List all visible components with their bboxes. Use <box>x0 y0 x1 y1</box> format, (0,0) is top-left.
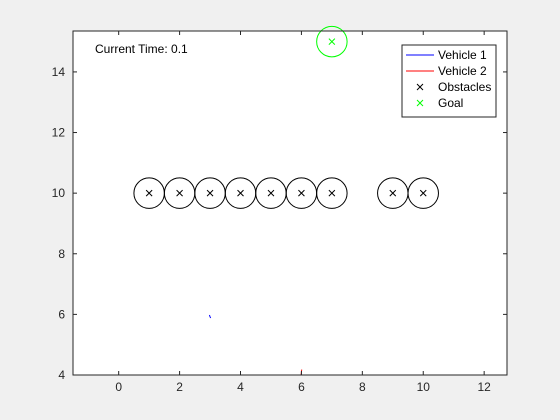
x-tick-label: 2 <box>176 380 183 394</box>
marker-stroke <box>237 189 244 197</box>
obstacle-circle <box>316 177 348 209</box>
obstacle-marker <box>298 189 305 197</box>
y-tick-label: 12 <box>52 126 66 140</box>
y-tick-label: 14 <box>52 65 66 79</box>
series-line-vehicle-1 <box>208 314 212 319</box>
legend-swatch-marker <box>416 83 424 91</box>
marker-stroke <box>416 99 424 107</box>
marker-stroke <box>328 189 336 197</box>
legend-label: Goal <box>438 96 463 110</box>
goal-circle <box>316 25 348 58</box>
obstacle-circle <box>407 177 439 209</box>
x-tick-label: 10 <box>417 380 431 394</box>
marker-stroke <box>328 38 336 45</box>
obstacle-marker <box>176 189 183 197</box>
y-tick-label: 8 <box>58 247 65 261</box>
obstacle-marker <box>237 189 244 197</box>
y-tick-label: 4 <box>58 368 65 382</box>
y-tick-label: 10 <box>52 186 66 200</box>
legend-label: Vehicle 2 <box>438 64 487 78</box>
legend-label: Vehicle 1 <box>438 48 487 62</box>
marker-stroke <box>145 189 153 197</box>
marker-stroke <box>416 83 424 91</box>
axes-box <box>72 30 508 376</box>
x-tick-label: 8 <box>359 380 366 394</box>
plot-area <box>133 25 439 376</box>
goal-marker <box>328 38 336 45</box>
x-tick-label: 0 <box>115 380 122 394</box>
x-tick-label: 4 <box>237 380 244 394</box>
obstacle-marker <box>145 189 153 197</box>
marker-stroke <box>267 189 275 197</box>
x-tick-label: 12 <box>477 380 491 394</box>
marker-stroke <box>389 189 397 197</box>
obstacle-marker <box>419 189 427 197</box>
obstacle-marker <box>206 189 214 197</box>
obstacle-marker <box>267 189 275 197</box>
marker-stroke <box>419 189 427 197</box>
marker-stroke <box>206 189 214 197</box>
marker-stroke <box>298 189 305 197</box>
obstacle-marker <box>328 189 336 197</box>
axis-ticks: 0 2 4 6 8 10 12 4 6 8 10 12 14 <box>52 31 507 394</box>
legend: Vehicle 1 Vehicle 2 Obstacles Goal <box>401 44 497 118</box>
legend-swatch-marker <box>416 99 424 107</box>
current-time-label: Current Time: 0.1 <box>95 42 188 56</box>
x-tick-label: 6 <box>298 380 305 394</box>
legend-label: Obstacles <box>438 80 491 94</box>
y-tick-label: 6 <box>58 307 65 321</box>
obstacle-marker <box>389 189 397 197</box>
marker-stroke <box>176 189 183 197</box>
